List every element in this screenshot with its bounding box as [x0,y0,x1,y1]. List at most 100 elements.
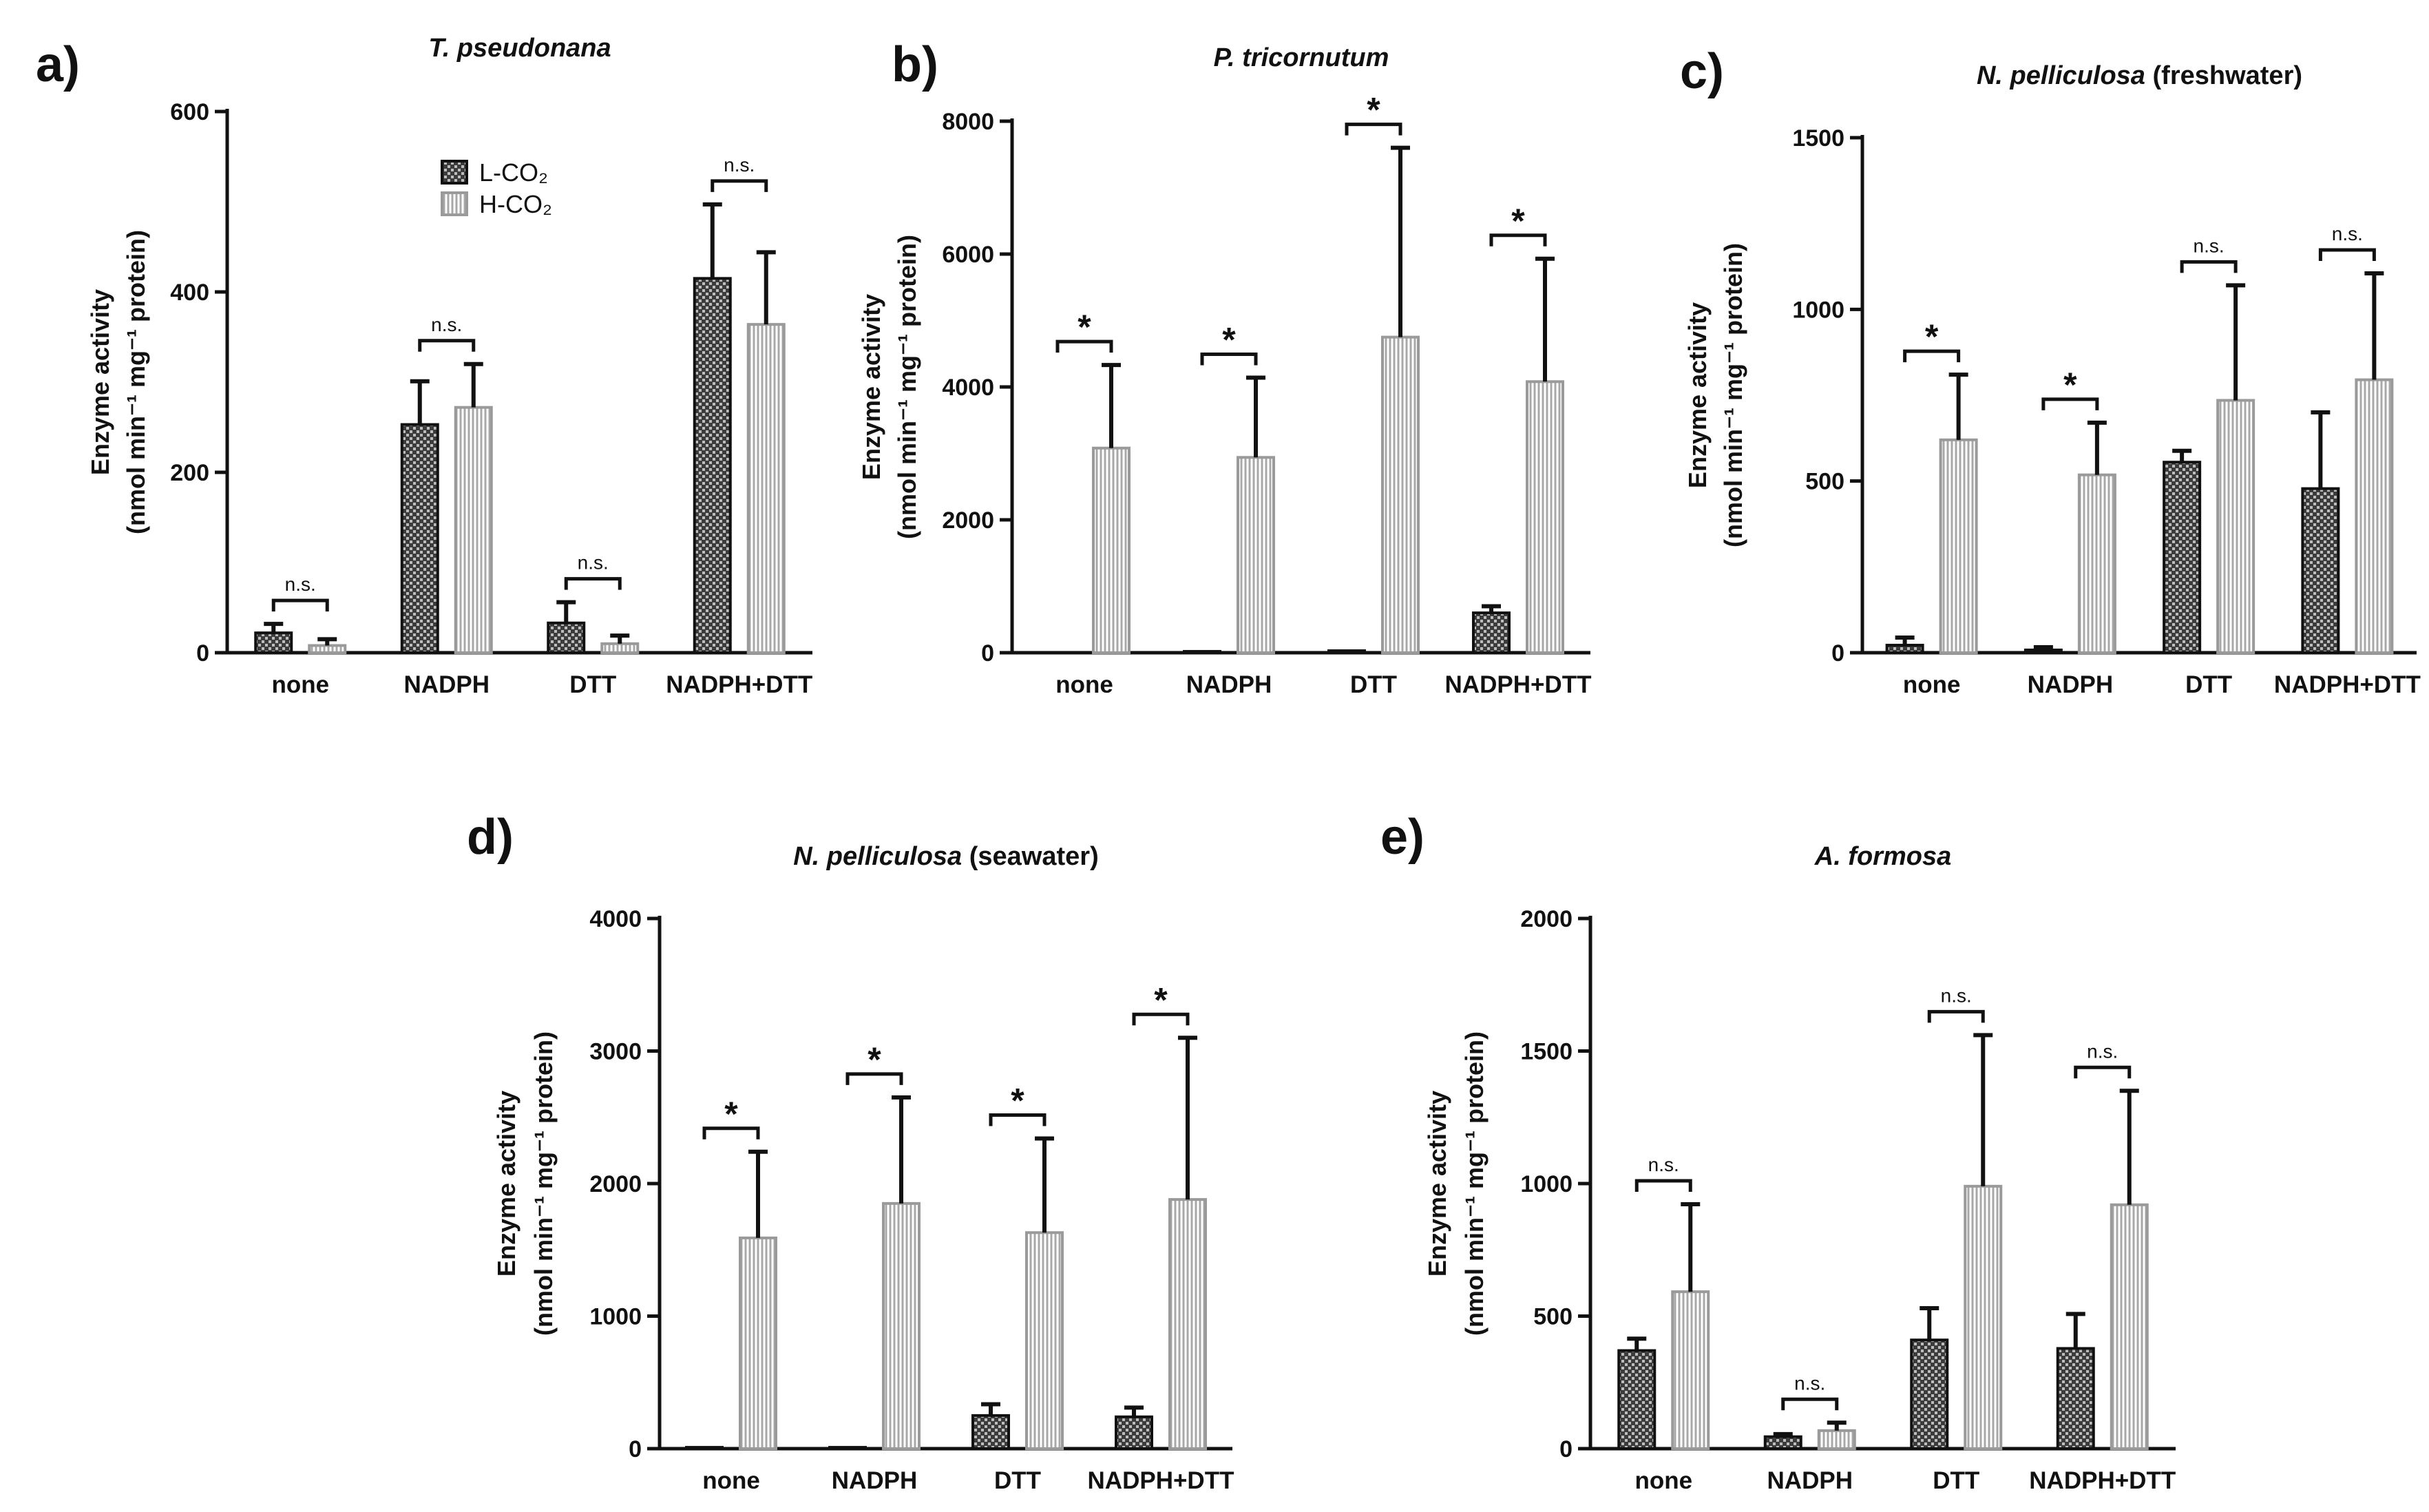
y-axis-label-line1: Enzyme activity [86,289,114,475]
significance-bracket [1903,349,1961,363]
x-category-label: NADPH [1767,1467,1853,1494]
y-tick-label: 0 [1559,1436,1573,1462]
significance-label: n.s. [431,314,462,335]
bar-l-co2 [1472,611,1511,654]
significance-bracket [2041,397,2099,410]
significance-label: n.s. [578,552,609,574]
y-tick-label: 500 [1533,1304,1573,1330]
bar-h-co2 [1526,380,1564,655]
bar-l-co2 [1763,1435,1802,1451]
bar-l-co2 [828,1446,867,1450]
bar-h-co2 [746,323,786,654]
significance-label: * [1367,91,1380,129]
chart-title-suffix: (freshwater) [2145,61,2302,90]
x-category-label: NADPH+DTT [666,671,812,698]
chart-title: T. pseudonana [428,34,611,63]
y-tick-label: 2000 [589,1171,642,1197]
x-category-label: NADPH+DTT [1088,1467,1234,1494]
panel-letter: b) [892,37,938,92]
y-tick-label: 200 [170,460,209,486]
significance-label: * [2063,366,2077,404]
significance-bracket [711,179,768,192]
significance-label: n.s. [2332,223,2363,244]
chart-title-species: A. formosa [1814,842,1951,871]
significance-label: * [1154,980,1168,1019]
bar-h-co2 [454,406,493,654]
y-axis-label-line1: Enzyme activity [1423,1091,1451,1277]
bar-l-co2 [2163,461,2202,654]
significance-label: * [1925,317,1939,356]
y-tick-label: 6000 [942,242,994,268]
significance-label: n.s. [285,574,316,595]
chart-panel: a) T. pseudonana 0 200 400 600 Enzyme activity… [36,34,812,698]
y-axis-label-line1: Enzyme activity [857,294,885,480]
y-tick-label: 0 [981,640,994,666]
significance-bracket [1927,1009,1985,1023]
significance-label: * [1222,320,1236,359]
y-tick-label: 2000 [1520,906,1573,932]
significance-bracket [418,339,476,352]
y-axis-label-line2: (nmol min⁻¹ mg⁻¹ protein) [1719,243,1747,547]
x-category-label: NADPH+DTT [1445,671,1592,698]
bar-l-co2 [2023,649,2063,655]
x-category-label: DTT [1350,671,1397,698]
y-tick-label: 0 [1831,640,1844,666]
chart-title: N. pelliculosa (seawater) [793,842,1099,871]
bar-h-co2 [2077,473,2116,654]
significance-bracket [2318,248,2376,261]
legend-swatch-h-co2 [441,191,468,216]
significance-bracket [564,577,622,590]
significance-label: n.s. [2087,1040,2118,1062]
bar-l-co2 [1617,1349,1657,1451]
bar-l-co2 [547,621,586,655]
significance-label: * [724,1095,738,1133]
y-tick-label: 1000 [1792,297,1844,323]
significance-label: * [1077,308,1091,346]
bar-l-co2 [400,423,439,654]
y-tick-label: 2000 [942,507,994,534]
chart-title-species: P. tricornutum [1214,43,1389,72]
bar-h-co2 [1237,456,1275,654]
x-category-label: NADPH [404,671,490,698]
significance-label: n.s. [1648,1154,1679,1175]
chart-title: N. pelliculosa (freshwater) [1977,61,2302,90]
x-category-label: none [1903,671,1961,698]
y-tick-label: 8000 [942,109,994,135]
x-category-label: DTT [994,1467,1041,1494]
y-axis-label-line1: Enzyme activity [492,1091,520,1277]
x-category-label: DTT [569,671,616,698]
legend-swatch-l-co2 [441,160,468,185]
bar-h-co2 [1964,1184,2003,1450]
y-tick-label: 4000 [589,906,642,932]
bar-h-co2 [1381,335,1420,654]
significance-bracket [2180,260,2238,273]
y-axis-label-line2: (nmol min⁻¹ mg⁻¹ protein) [1460,1031,1489,1336]
x-category-label: NADPH [832,1467,917,1494]
bar-l-co2 [2056,1347,2095,1450]
y-axis-label-line2: (nmol min⁻¹ mg⁻¹ protein) [529,1031,558,1336]
significance-bracket [271,598,329,612]
chart-panel: e) A. formosa 0 500 1000 1500 2000 Enzyme activ… [1380,810,2176,1494]
significance-bracket [1489,233,1547,246]
panel-letter: d) [467,810,514,865]
bar-l-co2 [254,631,293,654]
y-tick-label: 1000 [589,1304,642,1330]
x-category-label: none [1055,671,1113,698]
bar-l-co2 [693,277,732,655]
y-tick-label: 600 [170,99,209,125]
bar-h-co2 [600,642,640,655]
y-tick-label: 3000 [589,1039,642,1065]
bar-h-co2 [308,644,347,655]
y-tick-label: 0 [196,640,209,666]
x-category-label: DTT [1933,1467,1979,1494]
bar-h-co2 [1671,1290,1710,1450]
significance-label: n.s. [724,154,755,176]
bar-h-co2 [1939,438,1978,654]
significance-label: * [1011,1082,1024,1120]
significance-bracket [2074,1065,2132,1079]
legend-label-h-co2: H-CO₂ [479,190,552,218]
bar-l-co2 [1885,644,1924,655]
significance-bracket [1055,339,1113,353]
bar-l-co2 [1327,649,1366,654]
